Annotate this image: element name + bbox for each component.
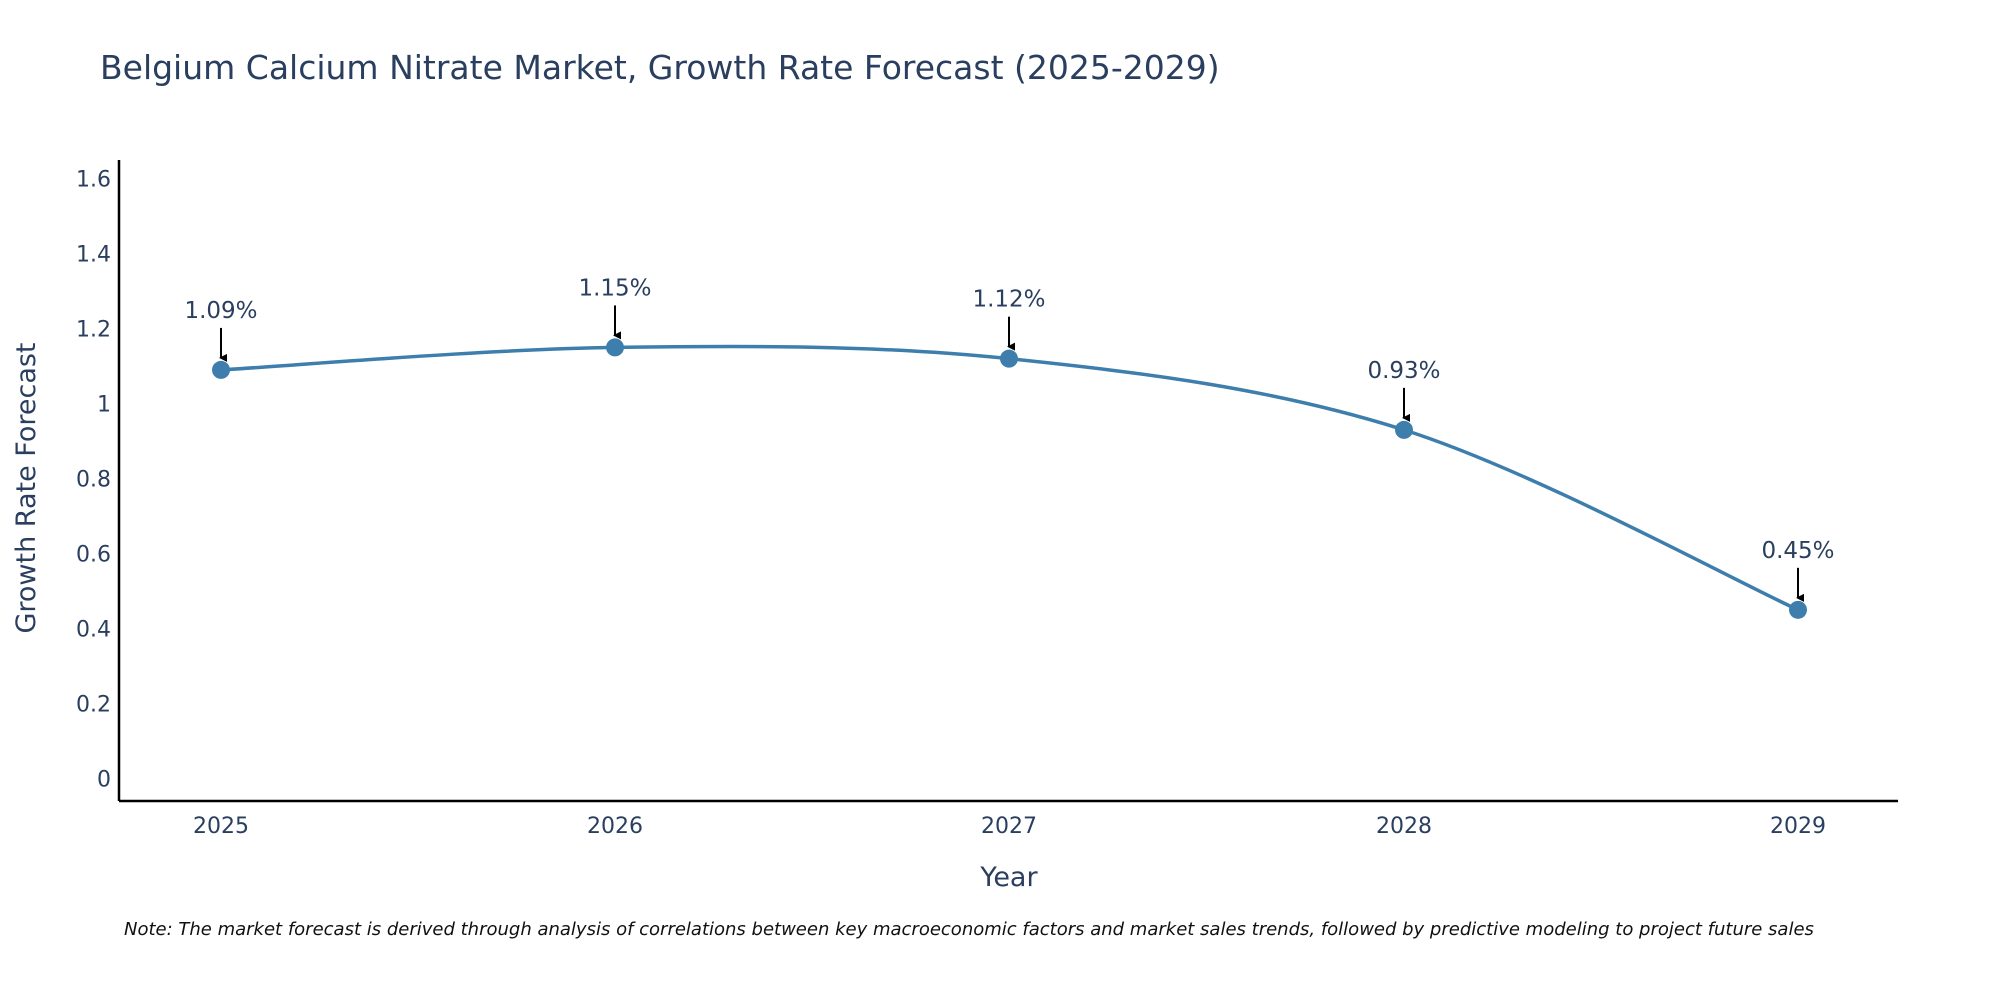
y-tick-label: 1.6 [76,168,111,193]
chart-title: Belgium Calcium Nitrate Market, Growth R… [100,48,1220,87]
data-point [606,338,624,357]
y-axis-ticks: 0 0.2 0.4 0.6 0.8 1 1.2 1.4 1.6 [76,168,111,793]
y-tick-label: 1.2 [76,318,111,343]
data-label: 0.93% [1367,358,1440,384]
data-point [1789,600,1807,619]
y-tick-label: 0.8 [76,468,111,493]
y-tick-label: 0 [97,768,111,793]
data-label: 1.09% [184,298,257,324]
x-tick-label: 2026 [587,814,643,839]
data-label: 0.45% [1761,538,1834,564]
data-point [1000,349,1018,368]
y-axis-title: Growth Rate Forecast [11,342,42,633]
y-tick-label: 1.4 [76,243,111,268]
data-point [212,360,230,379]
x-axis-ticks: 2025 2026 2027 2028 2029 [193,814,1826,839]
x-tick-label: 2028 [1376,814,1432,839]
y-tick-label: 0.6 [76,543,111,568]
y-tick-label: 1 [97,393,111,418]
data-markers [212,338,1807,619]
y-tick-label: 0.4 [76,618,111,643]
y-tick-label: 0.2 [76,693,111,718]
data-annotations: 1.09% 1.15% 1.12% 0.93% 0.45% [184,275,1835,602]
x-tick-label: 2025 [193,814,249,839]
x-tick-label: 2027 [981,814,1037,839]
data-point [1395,420,1413,439]
footnote: Note: The market forecast is derived thr… [124,919,1814,940]
data-label: 1.15% [578,275,651,301]
series-line [220,344,1799,612]
x-axis-title: Year [979,862,1038,893]
data-label: 1.12% [972,287,1045,313]
x-tick-label: 2029 [1770,814,1826,839]
